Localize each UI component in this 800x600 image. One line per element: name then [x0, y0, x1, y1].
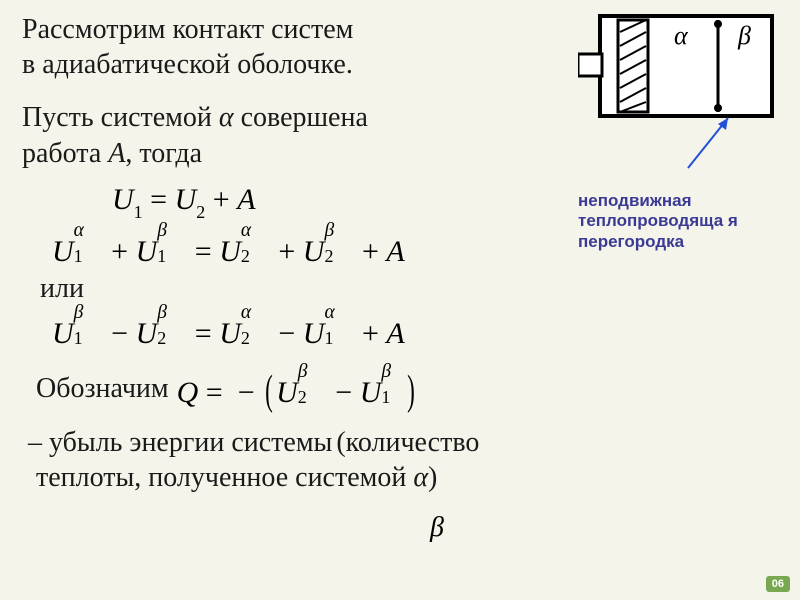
bottom-line-1: – убыль энергии системы(количество	[28, 425, 778, 460]
denote-line: Обозначим Q=−(U2β −U1β)	[36, 365, 778, 413]
diagram-caption: неподвижная теплопроводяща я перегородка	[578, 191, 778, 252]
or-text: или	[40, 273, 778, 305]
equation-3: U1β −U2β =U2α −U1α +A	[52, 313, 778, 351]
slide-number: 06	[766, 576, 790, 592]
bottom-line-2: теплоты, полученное системой α)	[36, 460, 778, 495]
beta-inline: β	[430, 512, 444, 544]
beta-label: β	[737, 21, 751, 50]
alpha-label: α	[674, 21, 689, 50]
adiabatic-diagram: α β неподвижная теплопроводяща я перегор…	[578, 10, 778, 252]
